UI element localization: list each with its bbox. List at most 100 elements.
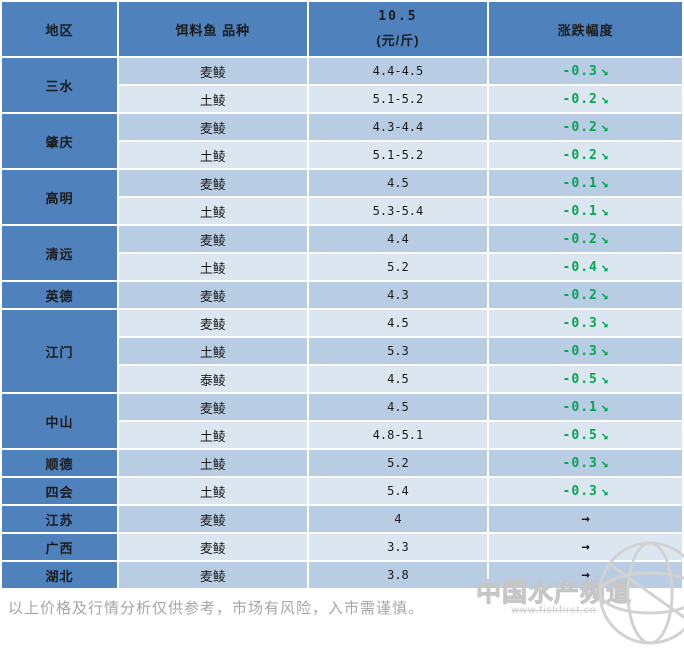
region-cell: 江苏: [2, 506, 118, 532]
header-region: 地区: [2, 2, 118, 56]
table-row: 中山 麦鲮 4.5 -0.1 ↘: [2, 394, 682, 448]
region-cell: 湖北: [2, 562, 118, 588]
change-cell: -0.1 ↘: [489, 170, 682, 196]
region-cell: 肇庆: [2, 114, 118, 168]
header-price-date: 10.5: [378, 9, 418, 24]
price-cell: 4.3: [308, 282, 488, 308]
change-value: -0.2: [562, 147, 598, 163]
region-cell: 江门: [2, 310, 118, 392]
change-cell: -0.3 ↘: [489, 58, 682, 84]
table-row: 广西 麦鲮 3.3 →: [2, 534, 682, 560]
trend-down-icon: ↘: [600, 119, 609, 135]
price-cell: 5.4: [308, 478, 488, 504]
change-value: -0.3: [562, 63, 598, 79]
region-cell: 广西: [2, 534, 118, 560]
trend-down-icon: ↘: [600, 147, 609, 163]
region-cell: 清远: [2, 226, 118, 280]
trend-down-icon: ↘: [600, 203, 609, 219]
change-value: -0.3: [562, 483, 598, 499]
table-row: 高明 麦鲮 4.5 -0.1 ↘: [2, 170, 682, 224]
trend-flat-icon: →: [581, 511, 590, 527]
fish-price-table: 地区 饵料鱼 品种 10.5 (元/斤) 涨跌幅度 三水 麦鲮 4.4-4.5 -0.…: [0, 0, 684, 590]
table-row: 江门 麦鲮 4.5 -0.3 ↘: [2, 310, 682, 392]
trend-down-icon: ↘: [600, 399, 609, 415]
change-value: -0.1: [562, 175, 598, 191]
table-row: 英德 麦鲮 4.3 -0.2 ↘: [2, 282, 682, 308]
change-cell: →: [489, 562, 682, 588]
variety-cell: 麦鲮: [119, 562, 307, 588]
price-cell: 4.4-4.5: [308, 58, 488, 84]
change-value: -0.2: [562, 119, 598, 135]
variety-cell: 土鲮: [119, 254, 307, 280]
change-cell: -0.2 ↘: [489, 114, 682, 140]
header-price: 10.5 (元/斤): [308, 2, 488, 56]
trend-down-icon: ↘: [600, 231, 609, 247]
change-cell: -0.2 ↘: [489, 142, 682, 168]
disclaimer-text: 以上价格及行情分析仅供参考，市场有风险，入市需谨慎。: [8, 600, 425, 617]
header-variety: 饵料鱼 品种: [119, 2, 307, 56]
change-cell: -0.2 ↘: [489, 282, 682, 308]
change-cell: -0.1 ↘: [489, 198, 682, 224]
region-cell: 英德: [2, 282, 118, 308]
change-value: -0.3: [562, 455, 598, 471]
table-row: 泰鲮 4.5 -0.5 ↘: [2, 366, 682, 392]
change-value: -0.5: [562, 427, 598, 443]
price-cell: 4.3-4.4: [308, 114, 488, 140]
table-row: 三水 麦鲮 4.4-4.5 -0.3 ↘: [2, 58, 682, 112]
change-value: -0.1: [562, 203, 598, 219]
header-change: 涨跌幅度: [489, 2, 682, 56]
change-cell: →: [489, 534, 682, 560]
trend-down-icon: ↘: [600, 343, 609, 359]
table-row: 肇庆 麦鲮 4.3-4.4 -0.2 ↘: [2, 114, 682, 168]
trend-down-icon: ↘: [600, 455, 609, 471]
change-value: -0.3: [562, 343, 598, 359]
change-cell: -0.2 ↘: [489, 226, 682, 252]
variety-cell: 麦鲮: [119, 394, 307, 420]
variety-cell: 麦鲮: [119, 506, 307, 532]
price-cell: 5.1-5.2: [308, 86, 488, 112]
region-cell: 顺德: [2, 450, 118, 476]
table-row: 土鲮 5.1-5.2 -0.2 ↘: [2, 142, 682, 168]
change-value: -0.4: [562, 259, 598, 275]
price-cell: 5.2: [308, 450, 488, 476]
change-cell: -0.3 ↘: [489, 338, 682, 364]
variety-cell: 麦鲮: [119, 58, 307, 84]
price-cell: 5.3-5.4: [308, 198, 488, 224]
variety-cell: 麦鲮: [119, 534, 307, 560]
variety-cell: 土鲮: [119, 198, 307, 224]
trend-flat-icon: →: [581, 539, 590, 555]
trend-down-icon: ↘: [600, 427, 609, 443]
change-value: -0.1: [562, 399, 598, 415]
trend-down-icon: ↘: [600, 315, 609, 331]
table-row: 土鲮 5.3 -0.3 ↘: [2, 338, 682, 364]
price-cell: 4.4: [308, 226, 488, 252]
trend-down-icon: ↘: [600, 371, 609, 387]
trend-down-icon: ↘: [600, 483, 609, 499]
variety-cell: 麦鲮: [119, 282, 307, 308]
table-row: 土鲮 5.1-5.2 -0.2 ↘: [2, 86, 682, 112]
change-cell: -0.3 ↘: [489, 478, 682, 504]
variety-cell: 土鲮: [119, 142, 307, 168]
region-cell: 高明: [2, 170, 118, 224]
price-cell: 3.3: [308, 534, 488, 560]
variety-cell: 麦鲮: [119, 310, 307, 336]
price-cell: 4.5: [308, 170, 488, 196]
variety-cell: 麦鲮: [119, 170, 307, 196]
table-row: 江苏 麦鲮 4 →: [2, 506, 682, 532]
region-cell: 中山: [2, 394, 118, 448]
price-cell: 5.3: [308, 338, 488, 364]
trend-down-icon: ↘: [600, 63, 609, 79]
region-cell: 四会: [2, 478, 118, 504]
change-cell: -0.3 ↘: [489, 450, 682, 476]
change-value: -0.5: [562, 371, 598, 387]
table-row: 湖北 麦鲮 3.8 →: [2, 562, 682, 588]
change-cell: -0.5 ↘: [489, 366, 682, 392]
variety-cell: 土鲮: [119, 478, 307, 504]
variety-cell: 土鲮: [119, 450, 307, 476]
table-row: 土鲮 5.3-5.4 -0.1 ↘: [2, 198, 682, 224]
change-cell: -0.5 ↘: [489, 422, 682, 448]
change-cell: -0.3 ↘: [489, 310, 682, 336]
price-cell: 5.2: [308, 254, 488, 280]
variety-cell: 泰鲮: [119, 366, 307, 392]
variety-cell: 土鲮: [119, 86, 307, 112]
